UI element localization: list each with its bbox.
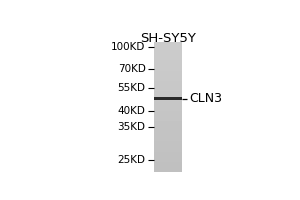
Text: 55KD: 55KD: [118, 83, 146, 93]
Text: 100KD: 100KD: [111, 42, 146, 52]
Bar: [154, 97, 182, 100]
Text: 70KD: 70KD: [118, 64, 146, 74]
Text: 40KD: 40KD: [118, 106, 146, 116]
Text: 25KD: 25KD: [118, 155, 146, 165]
Text: 35KD: 35KD: [118, 122, 146, 132]
Text: CLN3: CLN3: [189, 92, 222, 105]
Text: SH-SY5Y: SH-SY5Y: [140, 32, 196, 45]
